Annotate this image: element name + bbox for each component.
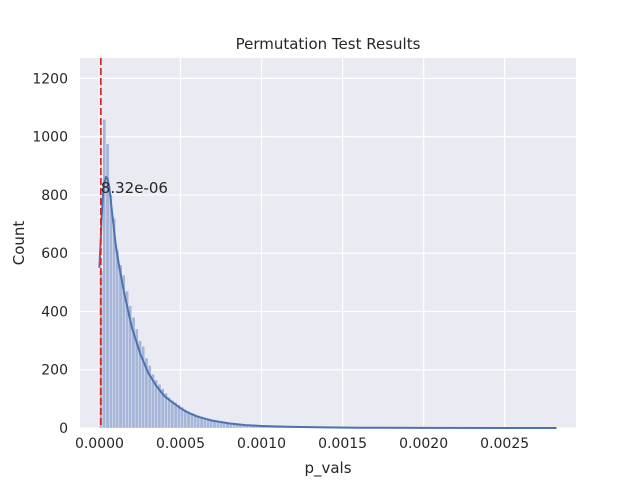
y-tick-label-3: 600 [41,246,68,262]
x-tick-label-2: 0.0010 [237,436,286,452]
x-axis-label: p_vals [304,459,351,478]
plot-background [80,58,576,428]
histogram-bar-6 [119,265,122,428]
chart-title: Permutation Test Results [236,35,421,53]
y-axis-label: Count [10,221,28,266]
x-tick-label-3: 0.0015 [318,436,367,452]
x-axis-ticks: 0.0000 0.0005 0.0010 0.0015 0.0020 0.0025 [75,436,529,452]
y-tick-label-1: 200 [41,363,68,379]
histogram-bar-4 [112,218,115,428]
y-axis-ticks: 0 200 400 600 800 1000 1200 [32,71,68,437]
histogram-bar-1 [103,119,106,428]
x-tick-label-5: 0.0025 [480,436,529,452]
y-tick-label-4: 800 [41,188,68,204]
y-tick-label-2: 400 [41,304,68,320]
plot-area: 8.32e-06 [80,58,576,428]
histogram-bar-22 [171,400,174,428]
x-tick-label-0: 0.0000 [75,436,124,452]
histogram-bar-3 [109,195,112,428]
histogram-bar-21 [168,397,171,428]
y-tick-label-6: 1200 [32,71,68,87]
histogram-bar-5 [116,250,119,428]
y-tick-label-0: 0 [59,421,68,437]
x-tick-label-4: 0.0020 [399,436,448,452]
threshold-label: 8.32e-06 [101,179,168,197]
y-tick-label-5: 1000 [32,130,68,146]
x-tick-label-1: 0.0005 [156,436,205,452]
